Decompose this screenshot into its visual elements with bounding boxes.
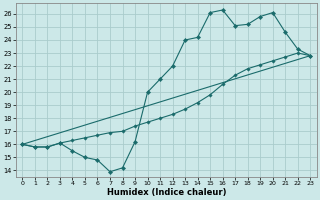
X-axis label: Humidex (Indice chaleur): Humidex (Indice chaleur) bbox=[107, 188, 226, 197]
